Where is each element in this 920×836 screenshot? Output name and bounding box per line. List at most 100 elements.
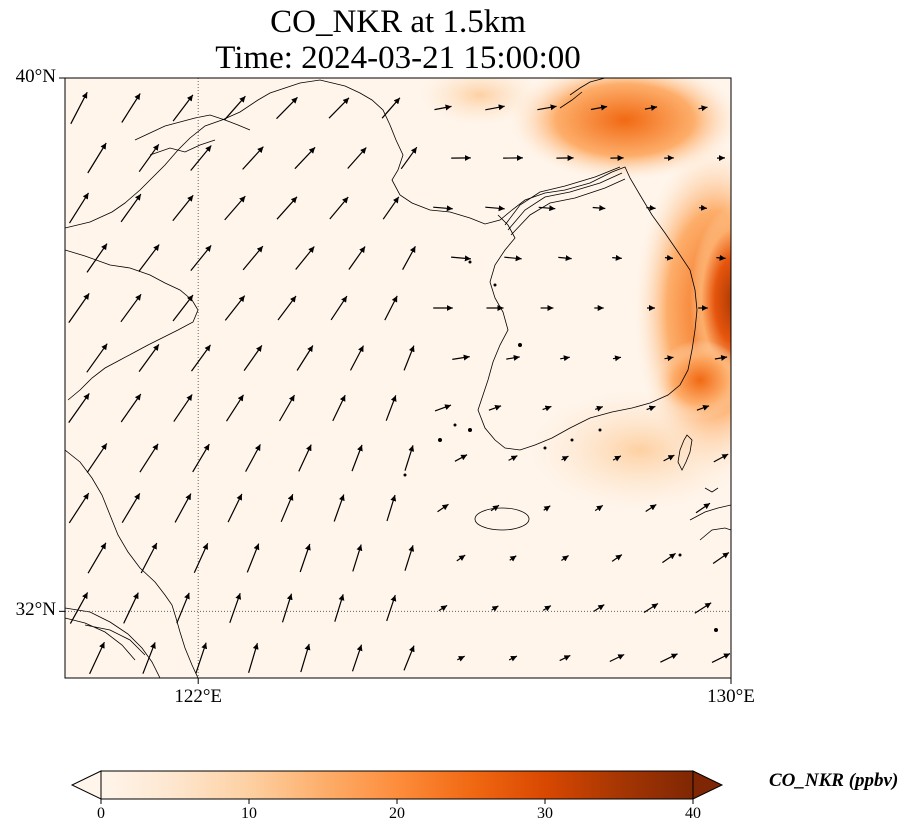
wind-arrow — [646, 204, 656, 211]
wind-arrow — [592, 205, 606, 212]
wind-arrow — [120, 393, 142, 423]
wind-arrow — [278, 394, 296, 422]
wind-arrow — [491, 605, 499, 612]
wind-arrow — [139, 443, 159, 473]
island — [438, 438, 442, 442]
wind-arrow — [227, 493, 243, 523]
wind-arrow — [404, 545, 415, 571]
wind-arrow — [87, 542, 107, 574]
wind-arrow — [334, 594, 345, 622]
island — [453, 423, 457, 427]
wind-arrow — [140, 542, 158, 574]
korea-east-coast — [559, 78, 606, 109]
wind-arrow — [276, 196, 298, 220]
wind-arrow — [242, 146, 264, 170]
wind-arrow — [664, 254, 674, 261]
coastlines — [65, 78, 731, 678]
wind-arrow — [248, 643, 259, 673]
wind-arrow — [280, 493, 294, 523]
colorbar-ticks — [100, 799, 694, 804]
gridlines — [65, 78, 731, 678]
wind-arrow — [696, 405, 710, 411]
wind-arrow — [68, 293, 90, 323]
wind-arrow — [277, 295, 297, 321]
wind-arrow — [644, 105, 658, 111]
wind-arrow — [712, 552, 730, 564]
wind-arrow — [191, 344, 211, 372]
wind-arrow — [142, 642, 156, 674]
wind-arrow — [558, 255, 572, 262]
wind-arrow — [192, 443, 210, 473]
wind-arrow — [663, 454, 675, 462]
wind-arrow — [242, 245, 264, 271]
wind-arrow — [173, 394, 193, 422]
wind-arrow — [594, 405, 604, 412]
wind-arrow — [542, 605, 552, 612]
wind-arrow — [543, 505, 551, 512]
wind-arrow — [299, 543, 311, 573]
colorbar-extend-low — [70, 770, 102, 800]
wind-arrow — [698, 204, 708, 211]
wind-arrow — [537, 104, 557, 111]
wind-arrow — [433, 205, 453, 212]
wind-arrow — [123, 592, 139, 624]
wind-arrow — [664, 355, 674, 362]
wind-arrow — [224, 295, 246, 321]
wind-arrow — [69, 592, 89, 624]
wind-arrow — [70, 91, 88, 125]
wind-arrow — [121, 93, 141, 123]
wind-arrow — [698, 105, 708, 112]
wind-arrow — [560, 355, 570, 362]
wind-arrow — [349, 345, 365, 371]
wind-arrow — [434, 104, 452, 111]
colorbar-label: CO_NKR (ppbv) — [769, 770, 899, 791]
wind-arrow — [176, 592, 190, 624]
wind-arrow — [490, 504, 500, 512]
wind-arrow — [454, 454, 468, 462]
wind-arrow — [329, 196, 349, 220]
wind-arrow — [225, 394, 245, 422]
wind-arrow — [86, 443, 108, 473]
wind-arrow — [351, 644, 363, 672]
island — [468, 428, 472, 432]
wind-arrow — [485, 104, 505, 111]
wind-arrow — [174, 493, 192, 523]
wind-arrow — [488, 405, 502, 411]
wind-arrow — [452, 354, 470, 361]
island — [570, 438, 574, 442]
wind-arrow — [294, 146, 316, 170]
wind-arrow — [456, 554, 466, 562]
wind-arrow — [695, 502, 711, 514]
wind-arrow — [713, 453, 729, 463]
wind-arrow — [660, 653, 678, 663]
island — [403, 473, 407, 477]
wind-arrow — [384, 295, 398, 321]
wind-arrow — [457, 655, 465, 662]
plume-north — [510, 78, 731, 180]
wind-arrow — [172, 294, 194, 322]
wind-arrow — [172, 194, 194, 222]
wind-arrow — [224, 95, 246, 121]
island — [714, 628, 718, 632]
colorbar-tick-label: 0 — [97, 805, 105, 822]
wind-arrow — [694, 602, 712, 614]
wind-arrow — [508, 455, 518, 462]
china-coast — [65, 79, 698, 451]
wind-arrow — [352, 544, 363, 572]
wind-arrow — [333, 494, 345, 522]
wind-arrow — [68, 393, 90, 423]
wind-arrow — [190, 245, 212, 271]
wind-arrow — [403, 645, 415, 671]
wind-arrow — [609, 653, 625, 663]
wind-arrow — [243, 345, 263, 371]
wind-arrow — [224, 195, 246, 221]
lon-tick-label-122: 122°E — [174, 686, 223, 707]
colorbar-tick-label: 40 — [685, 805, 701, 822]
colorbar-tick-label: 20 — [389, 805, 405, 822]
lat-tick-label-40: 40°N — [15, 66, 56, 87]
wind-arrow — [246, 543, 260, 573]
wind-arrow — [386, 594, 397, 622]
wind-arrow — [87, 142, 107, 174]
wind-arrow — [711, 653, 731, 663]
